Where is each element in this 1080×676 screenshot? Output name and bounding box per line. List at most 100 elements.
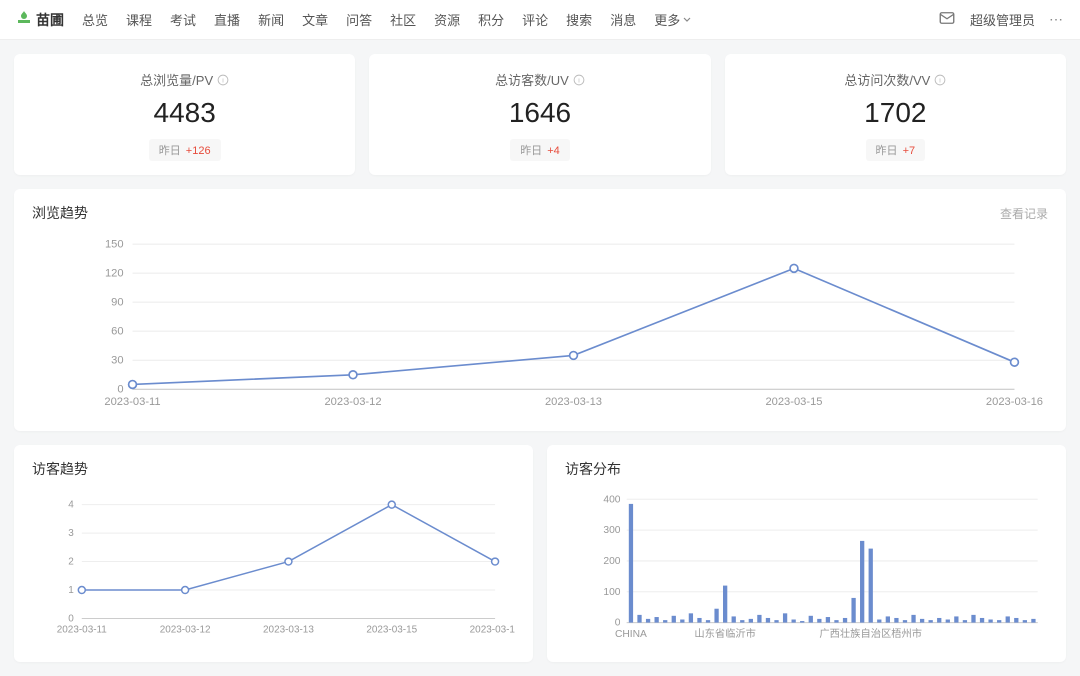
stats-row: 总浏览量/PV i 4483 昨日 +126 总访客数/UV i 1646 昨日… — [14, 54, 1066, 175]
stat-title-text: 总访问次数/VV — [844, 70, 930, 89]
nav-item[interactable]: 总览 — [82, 10, 108, 29]
svg-text:3: 3 — [68, 528, 74, 539]
svg-text:2023-03-13: 2023-03-13 — [263, 624, 314, 635]
nav-item[interactable]: 问答 — [346, 10, 372, 29]
stat-value: 4483 — [14, 97, 355, 129]
user-name[interactable]: 超级管理员 — [970, 10, 1035, 29]
pv-trend-panel: 浏览趋势 查看记录 0 30 60 90 120 150 2023-03-11 2023-03… — [14, 189, 1066, 431]
svg-text:2023-03-13: 2023-03-13 — [545, 396, 602, 408]
yesterday-label: 昨日 — [876, 145, 898, 157]
nav-item[interactable]: 社区 — [390, 10, 416, 29]
svg-text:2023-03-11: 2023-03-11 — [104, 396, 160, 408]
yesterday-label: 昨日 — [159, 145, 181, 157]
nav: 总览课程考试直播新闻文章问答社区资源积分评论搜索消息更多 — [82, 10, 938, 29]
stat-title-text: 总浏览量/PV — [140, 70, 213, 89]
stat-yesterday: 昨日 +4 — [510, 139, 570, 161]
stat-delta: +4 — [547, 145, 560, 157]
nav-item[interactable]: 课程 — [126, 10, 152, 29]
svg-text:300: 300 — [603, 525, 620, 536]
svg-text:2023-03-15: 2023-03-15 — [366, 624, 417, 635]
geo-chart: 0 100 200 300 400 CHINA 山东省临沂市 广西壮族自治区梧州市 — [565, 489, 1048, 646]
svg-text:i: i — [222, 77, 224, 84]
nav-item[interactable]: 新闻 — [258, 10, 284, 29]
stat-card: 总浏览量/PV i 4483 昨日 +126 — [14, 54, 355, 175]
logo[interactable]: 苗圃 — [16, 9, 64, 30]
panel-title: 访客趋势 — [32, 459, 88, 479]
info-icon[interactable]: i — [934, 74, 946, 86]
nav-more-label: 更多 — [654, 10, 680, 29]
panel-title: 访客分布 — [565, 459, 621, 479]
svg-text:30: 30 — [111, 355, 123, 367]
nav-item[interactable]: 考试 — [170, 10, 196, 29]
svg-text:0: 0 — [615, 617, 621, 628]
svg-text:60: 60 — [111, 326, 123, 338]
bottom-row: 访客趋势 0 1 2 3 4 2023-03-11 2023-03-12 2023-03-13… — [14, 445, 1066, 676]
svg-text:2023-03-15: 2023-03-15 — [765, 396, 822, 408]
svg-text:150: 150 — [105, 239, 124, 251]
svg-text:2023-03-11: 2023-03-11 — [57, 624, 108, 635]
panel-header: 访客趋势 — [32, 459, 515, 479]
svg-text:2023-03-12: 2023-03-12 — [324, 396, 381, 408]
svg-text:山东省临沂市: 山东省临沂市 — [694, 627, 756, 640]
mail-icon[interactable] — [938, 9, 956, 30]
svg-text:200: 200 — [603, 556, 620, 567]
stat-yesterday: 昨日 +126 — [149, 139, 221, 161]
yesterday-label: 昨日 — [520, 145, 542, 157]
stat-value: 1702 — [725, 97, 1066, 129]
svg-text:4: 4 — [68, 499, 74, 510]
svg-text:1: 1 — [68, 585, 74, 596]
dashboard-container: 总浏览量/PV i 4483 昨日 +126 总访客数/UV i 1646 昨日… — [0, 40, 1080, 676]
nav-item[interactable]: 积分 — [478, 10, 504, 29]
svg-text:90: 90 — [111, 297, 123, 309]
nav-item[interactable]: 文章 — [302, 10, 328, 29]
line-chart-svg: 0 30 60 90 120 150 2023-03-11 2023-03-12 2023-03… — [32, 233, 1048, 412]
nav-item[interactable]: 搜索 — [566, 10, 592, 29]
stat-title: 总访问次数/VV i — [844, 70, 946, 89]
plant-icon — [16, 9, 32, 30]
stat-title-text: 总访客数/UV — [495, 70, 569, 89]
svg-text:广西壮族自治区梧州市: 广西壮族自治区梧州市 — [819, 627, 922, 640]
svg-text:0: 0 — [68, 613, 74, 624]
logo-text: 苗圃 — [36, 10, 64, 30]
svg-text:100: 100 — [603, 586, 620, 597]
nav-item[interactable]: 消息 — [610, 10, 636, 29]
topbar-right: 超级管理员 ⋯ — [938, 9, 1064, 30]
stat-card: 总访问次数/VV i 1702 昨日 +7 — [725, 54, 1066, 175]
uv-trend-panel: 访客趋势 0 1 2 3 4 2023-03-11 2023-03-12 2023-03-13… — [14, 445, 533, 662]
info-icon[interactable]: i — [573, 74, 585, 86]
nav-more[interactable]: 更多 — [654, 10, 692, 29]
info-icon[interactable]: i — [217, 74, 229, 86]
bar-chart-svg: 0 100 200 300 400 CHINA 山东省临沂市 广西壮族自治区梧州市 — [565, 489, 1048, 643]
topbar: 苗圃 总览课程考试直播新闻文章问答社区资源积分评论搜索消息更多 超级管理员 ⋯ — [0, 0, 1080, 40]
view-records-link[interactable]: 查看记录 — [1000, 205, 1048, 222]
panel-header: 浏览趋势 查看记录 — [32, 203, 1048, 223]
svg-text:2023-03-16: 2023-03-16 — [986, 396, 1043, 408]
svg-text:i: i — [578, 77, 580, 84]
svg-text:2: 2 — [68, 556, 74, 567]
svg-text:0: 0 — [117, 384, 123, 396]
uv-chart: 0 1 2 3 4 2023-03-11 2023-03-12 2023-03-13 2023-… — [32, 489, 515, 641]
stat-title: 总浏览量/PV i — [140, 70, 229, 89]
stat-title: 总访客数/UV i — [495, 70, 585, 89]
svg-text:400: 400 — [603, 494, 620, 505]
panel-header: 访客分布 — [565, 459, 1048, 479]
stat-delta: +126 — [186, 145, 211, 157]
svg-text:2023-03-12: 2023-03-12 — [160, 624, 211, 635]
pv-chart: 0 30 60 90 120 150 2023-03-11 2023-03-12 2023-03… — [32, 233, 1048, 415]
svg-text:CHINA: CHINA — [615, 629, 647, 640]
stat-card: 总访客数/UV i 1646 昨日 +4 — [369, 54, 710, 175]
stat-delta: +7 — [903, 145, 916, 157]
nav-item[interactable]: 评论 — [522, 10, 548, 29]
svg-text:2023-03-16: 2023-03-16 — [470, 624, 515, 635]
panel-title: 浏览趋势 — [32, 203, 88, 223]
svg-text:i: i — [940, 77, 942, 84]
more-menu-icon[interactable]: ⋯ — [1049, 11, 1064, 28]
stat-yesterday: 昨日 +7 — [866, 139, 926, 161]
nav-item[interactable]: 资源 — [434, 10, 460, 29]
svg-text:120: 120 — [105, 268, 124, 280]
line-chart-svg: 0 1 2 3 4 2023-03-11 2023-03-12 2023-03-13 2023-… — [32, 489, 515, 638]
nav-item[interactable]: 直播 — [214, 10, 240, 29]
stat-value: 1646 — [369, 97, 710, 129]
chevron-down-icon — [682, 15, 692, 25]
geo-panel: 访客分布 0 100 200 300 400 CHINA 山东省临沂市 广西壮族自治区梧州市 — [547, 445, 1066, 662]
